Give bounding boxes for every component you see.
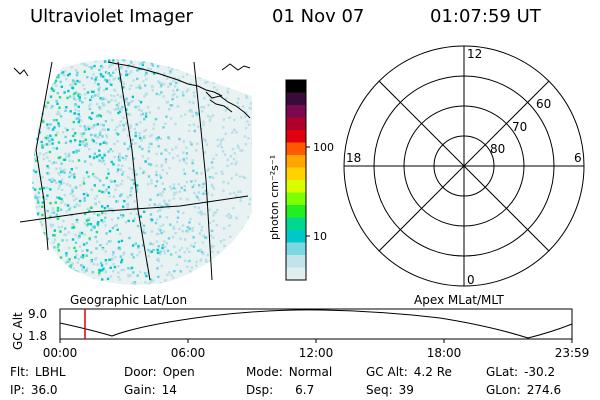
colorbar-swatch [286, 142, 306, 156]
parallel-line-1 [19, 195, 249, 223]
colorbar: 100 10 photon cm⁻²s⁻¹ [268, 79, 334, 281]
colorbar-swatches [286, 80, 306, 281]
observation-date: 01 Nov 07 [272, 6, 365, 27]
time-tick-label-3: 18:00 [427, 346, 462, 360]
colorbar-swatch [286, 267, 306, 281]
geographic-grid-lines [19, 61, 249, 281]
status-glat: GLat: -30.2 [486, 365, 556, 379]
colorbar-swatch [286, 230, 306, 243]
polar-diagonal-2 [378, 80, 550, 252]
status-glon: GLon: 274.6 [486, 383, 562, 397]
colorbar-swatch [286, 92, 306, 106]
colorbar-swatch [286, 180, 306, 193]
altitude-plot-frame [59, 308, 573, 340]
mlt-label-12: 12 [467, 47, 482, 61]
colorbar-swatch [286, 205, 306, 218]
colorbar-swatch [286, 130, 306, 143]
status-ip: IP: 36.0 [10, 383, 58, 397]
polar-labels: 12 18 6 0 60 70 80 [346, 47, 582, 287]
geographic-image-panel [13, 59, 252, 285]
status-gain: Gain: 14 [124, 383, 177, 397]
colorbar-tick-label-10: 10 [313, 230, 327, 243]
orbit-altitude-curve [59, 309, 573, 339]
meridian-line-3 [193, 61, 213, 281]
colorbar-swatch [286, 167, 306, 181]
time-tick-label-0: 00:00 [43, 346, 78, 360]
time-tick-label-4: 23:59 [555, 346, 590, 360]
altitude-strip: Geographic Lat/Lon Apex MLat/MLT GC Alt … [11, 293, 589, 360]
lat-label-80: 80 [490, 142, 505, 156]
coastline [13, 61, 251, 119]
aurora-pixels [32, 59, 252, 285]
mlt-label-18: 18 [346, 151, 361, 165]
colorbar-swatch [286, 242, 306, 256]
gc-alt-axis-label: GC Alt [11, 312, 25, 350]
instrument-title: Ultraviolet Imager [30, 6, 193, 27]
colorbar-unit-label: photon cm⁻²s⁻¹ [268, 155, 281, 240]
status-seq: Seq: 39 [366, 383, 414, 397]
meridian-line-1 [35, 61, 53, 251]
polar-plot [343, 45, 585, 287]
status-door: Door: Open [124, 365, 195, 379]
status-dsp: Dsp: 6.7 [246, 383, 315, 397]
colorbar-border [285, 79, 307, 281]
time-tick-label-1: 06:00 [171, 346, 206, 360]
time-tick-label-2: 12:00 [299, 346, 334, 360]
colorbar-swatch [286, 192, 306, 206]
lat-label-60: 60 [536, 97, 551, 111]
lat-label-70: 70 [512, 120, 527, 134]
meridian-line-2 [117, 61, 151, 281]
colorbar-swatch [286, 117, 306, 131]
status-flt: Flt: LBHL [10, 365, 66, 379]
colorbar-swatch [286, 155, 306, 168]
colorbar-swatch [286, 217, 306, 231]
alt-tick-label-max: 9.0 [28, 307, 47, 321]
status-mode: Mode: Normal [246, 365, 333, 379]
colorbar-swatch [286, 105, 306, 118]
alt-tick-label-min: 1.8 [28, 329, 47, 343]
status-gc-alt: GC Alt: 4.2 Re [366, 365, 452, 379]
colorbar-tick-label-100: 100 [313, 141, 334, 154]
observation-time: 01:07:59 UT [430, 6, 541, 27]
apex-projection-label: Apex MLat/MLT [414, 293, 504, 307]
geographic-projection-label: Geographic Lat/Lon [70, 293, 187, 307]
mlt-label-6: 6 [574, 151, 582, 165]
colorbar-swatch [286, 255, 306, 268]
mlt-label-0: 0 [467, 273, 475, 287]
colorbar-swatch [286, 80, 306, 93]
